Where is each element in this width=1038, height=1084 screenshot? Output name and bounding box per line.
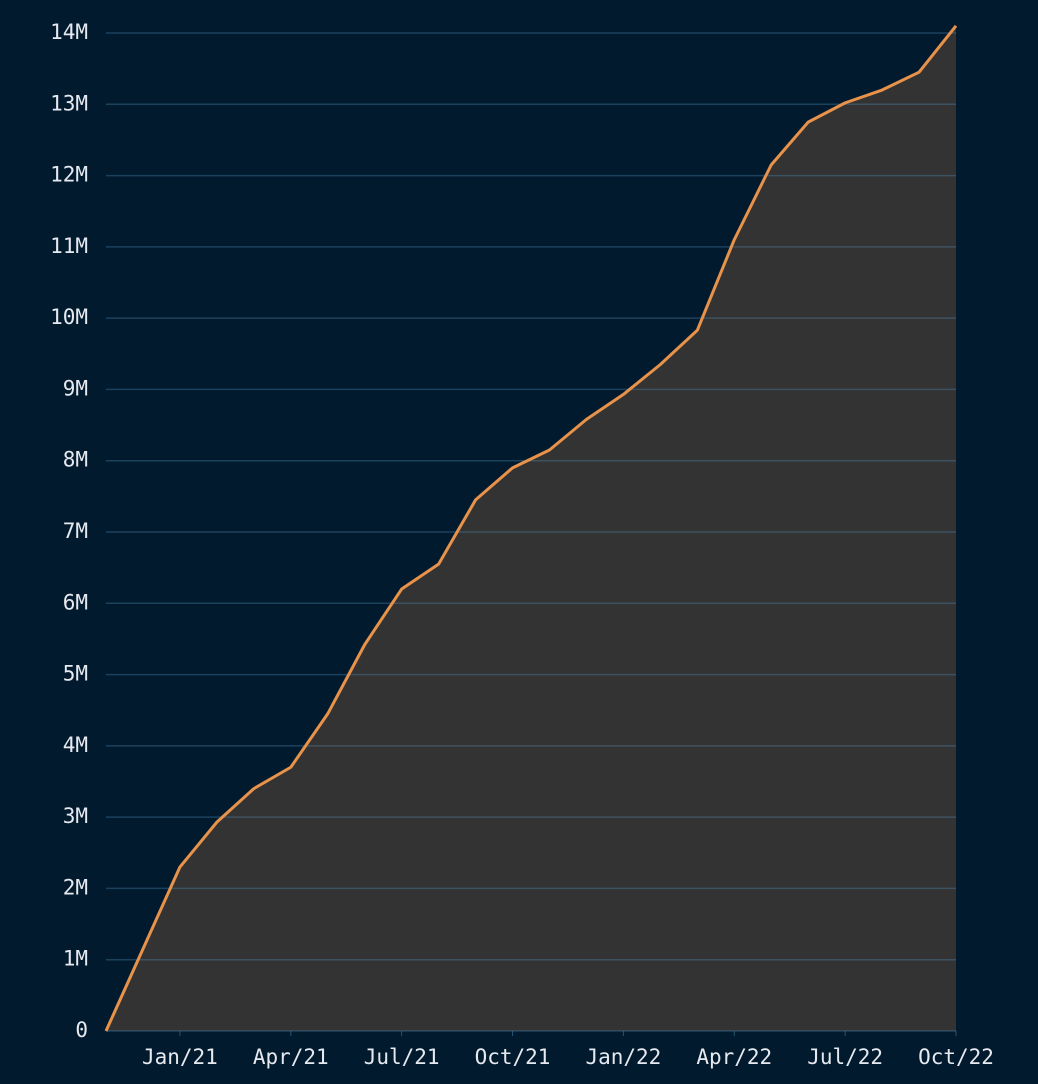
y-tick-label: 4M — [63, 733, 88, 757]
x-tick-label: Apr/22 — [696, 1045, 772, 1069]
x-tick-label: Oct/21 — [475, 1045, 551, 1069]
y-tick-label: 1M — [63, 947, 88, 971]
y-tick-label: 7M — [63, 519, 88, 543]
y-tick-label: 3M — [63, 804, 88, 828]
y-tick-label: 10M — [50, 305, 88, 329]
area — [106, 25, 956, 1031]
y-tick-label: 5M — [63, 662, 88, 686]
x-tick-label: Jul/21 — [364, 1045, 440, 1069]
y-tick-label: 13M — [50, 91, 88, 115]
x-tick-label: Jan/21 — [142, 1045, 218, 1069]
y-tick-label: 12M — [50, 163, 88, 187]
x-tick-label: Jul/22 — [807, 1045, 883, 1069]
y-tick-label: 0 — [75, 1018, 88, 1042]
y-tick-label: 8M — [63, 448, 88, 472]
y-tick-label: 11M — [50, 234, 88, 258]
x-tick-label: Jan/22 — [585, 1045, 661, 1069]
x-tick-label: Apr/21 — [253, 1045, 329, 1069]
y-tick-label: 14M — [50, 20, 88, 44]
line — [104, 24, 958, 1032]
y-tick-label: 9M — [63, 376, 88, 400]
x-tick-label: Oct/22 — [918, 1045, 994, 1069]
y-tick-label: 2M — [63, 875, 88, 899]
y-tick-label: 6M — [63, 590, 88, 614]
